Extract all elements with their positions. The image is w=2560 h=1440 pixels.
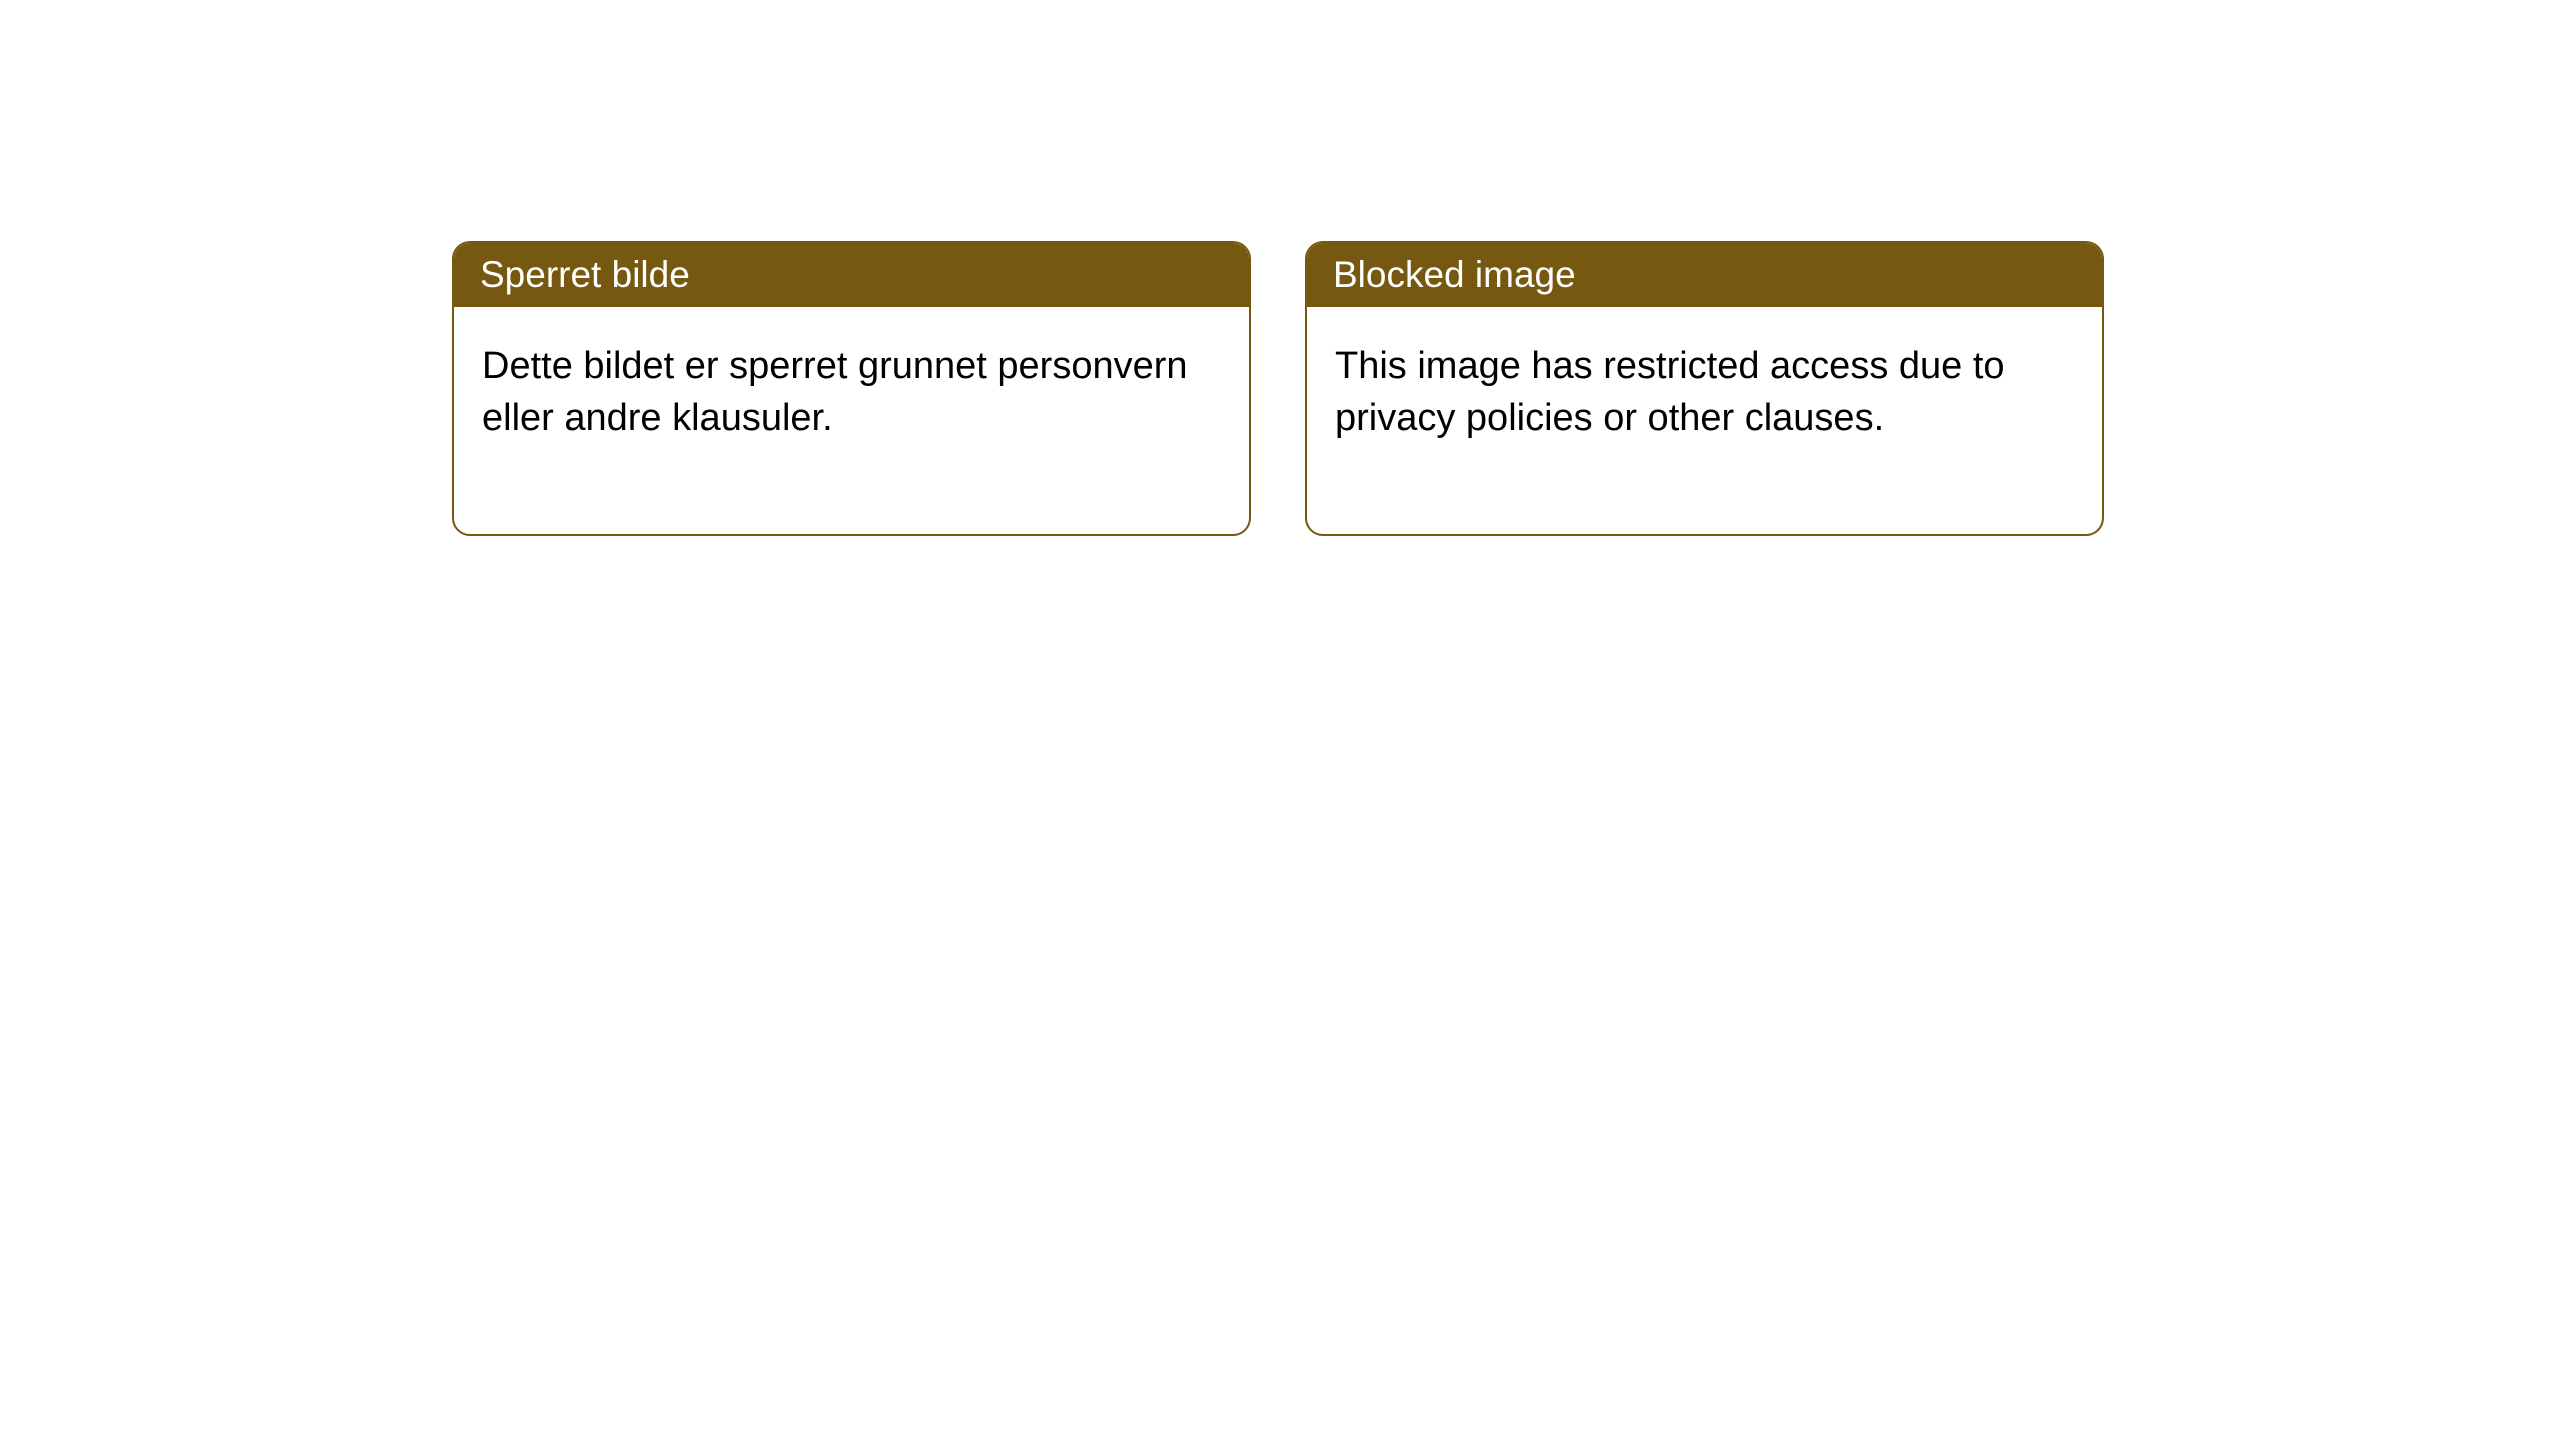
- notice-header: Blocked image: [1307, 243, 2102, 307]
- notice-body: This image has restricted access due to …: [1307, 307, 2102, 534]
- notice-body: Dette bildet er sperret grunnet personve…: [454, 307, 1249, 534]
- notice-card-norwegian: Sperret bilde Dette bildet er sperret gr…: [452, 241, 1251, 536]
- notice-card-english: Blocked image This image has restricted …: [1305, 241, 2104, 536]
- notice-header: Sperret bilde: [454, 243, 1249, 307]
- notice-cards-row: Sperret bilde Dette bildet er sperret gr…: [0, 0, 2560, 536]
